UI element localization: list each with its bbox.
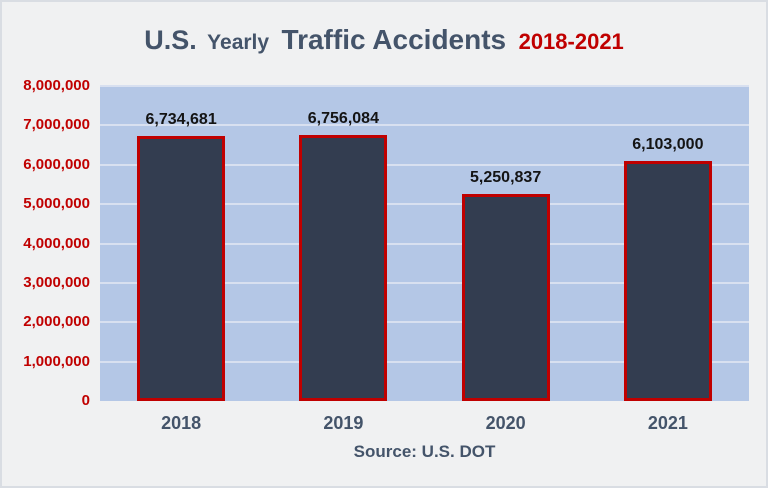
bar-value-label-2019: 6,756,084 [307, 109, 379, 127]
gridline-3000000 [100, 281, 749, 284]
x-tick-label-2018: 2018 [161, 413, 202, 433]
gridline-8000000 [100, 85, 749, 87]
y-tick-label-5000000: 5,000,000 [23, 195, 90, 213]
chart-title-us: U.S. [144, 25, 197, 55]
chart-title: U.S. Yearly Traffic Accidents 2018-2021 [2, 19, 766, 66]
gridline-2000000 [100, 321, 749, 324]
bar-2020 [461, 194, 550, 401]
bar-value-label-2018: 6,734,681 [145, 110, 217, 128]
x-tick-label-2021: 2021 [647, 413, 688, 433]
gridline-7000000 [100, 124, 749, 127]
x-tick-label-2020: 2020 [485, 413, 526, 433]
gridline-5000000 [100, 203, 749, 206]
x-tick-label-2019: 2019 [323, 413, 364, 433]
chart-title-main: Traffic Accidents [281, 24, 507, 55]
bar-2021 [623, 160, 712, 401]
y-tick-label-3000000: 3,000,000 [23, 273, 90, 291]
gridline-1000000 [100, 360, 749, 363]
bar-2019 [299, 134, 388, 401]
gridline-4000000 [100, 242, 749, 245]
y-tick-label-2000000: 2,000,000 [23, 313, 90, 331]
source-caption: Source: U.S. DOT [353, 442, 496, 461]
chart-title-years: 2018-2021 [518, 29, 624, 54]
gridline-6000000 [100, 163, 749, 166]
chart-title-yearly: Yearly [207, 31, 270, 54]
y-tick-label-7000000: 7,000,000 [23, 116, 90, 134]
y-tick-label-0: 0 [81, 392, 90, 409]
y-tick-label-6000000: 6,000,000 [23, 155, 90, 173]
y-tick-label-8000000: 8,000,000 [23, 77, 90, 94]
bar-2018 [137, 135, 226, 401]
bar-value-label-2021: 6,103,000 [632, 135, 704, 153]
y-tick-label-4000000: 4,000,000 [23, 234, 90, 252]
y-tick-label-1000000: 1,000,000 [23, 352, 90, 370]
bar-value-label-2020: 5,250,837 [470, 169, 542, 187]
